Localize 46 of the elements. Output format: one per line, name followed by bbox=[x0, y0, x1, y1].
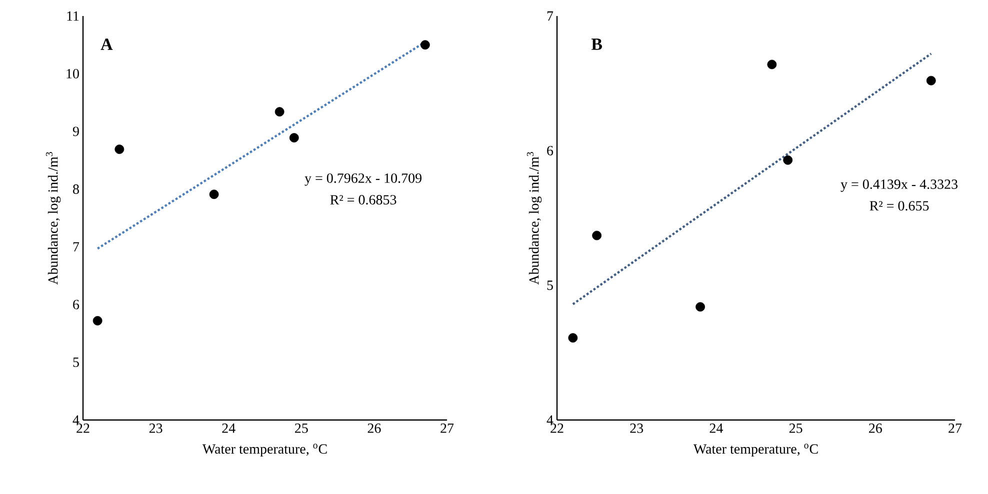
point bbox=[114, 144, 124, 154]
x-tick-label: 25 bbox=[295, 424, 308, 433]
x-tick-label: 26 bbox=[869, 424, 882, 433]
x-tick-label: 27 bbox=[948, 424, 962, 433]
x-axis-title: Water temperature, $^{o}$C bbox=[202, 444, 327, 457]
x-tick-label: 22 bbox=[550, 424, 564, 433]
point bbox=[420, 40, 430, 50]
x-tick-label: 26 bbox=[368, 424, 381, 433]
annotation: R² = 0.655 bbox=[870, 201, 929, 211]
y-tick-label: 5 bbox=[547, 280, 553, 290]
y-tick-label: 8 bbox=[73, 184, 79, 194]
text: A bbox=[100, 38, 113, 50]
x-axis-title: Water temperature, $^{o}$C bbox=[693, 444, 818, 457]
y-tick-label: 5 bbox=[73, 358, 79, 367]
y-tick-label: 11 bbox=[67, 11, 79, 21]
y-tick-label: 10 bbox=[66, 68, 79, 78]
x-tick-label: 27 bbox=[440, 424, 454, 433]
y-tick-label: 4 bbox=[546, 415, 554, 425]
point bbox=[767, 60, 777, 70]
annotation: R² = 0.6853 bbox=[330, 195, 396, 205]
point bbox=[289, 133, 299, 142]
x-tick-label: 25 bbox=[789, 424, 802, 433]
y-axis-title: Abundance, log ind./m$^{3}$ bbox=[526, 152, 542, 285]
point bbox=[783, 155, 793, 165]
y-axis-title: Abundance, log ind./m$^{3}$ bbox=[46, 152, 61, 285]
x-tick-label: 23 bbox=[630, 424, 644, 433]
x-tick-label: 24 bbox=[222, 424, 236, 433]
point bbox=[926, 76, 936, 86]
point bbox=[209, 190, 219, 200]
annotation: y = 0.4139x - 4.3323 bbox=[840, 179, 958, 192]
point bbox=[568, 333, 578, 343]
point bbox=[696, 302, 705, 312]
y-tick-label: 7 bbox=[73, 242, 80, 252]
point bbox=[274, 107, 284, 116]
x-tick-label: 22 bbox=[76, 424, 90, 433]
y-tick-label: 7 bbox=[547, 11, 554, 21]
y-tick-label: 4 bbox=[72, 415, 80, 425]
x-tick-label: 23 bbox=[149, 424, 162, 433]
point bbox=[592, 230, 602, 240]
text: B bbox=[591, 38, 602, 50]
y-tick-label: 6 bbox=[73, 300, 80, 310]
x-tick-label: 24 bbox=[710, 424, 723, 433]
point bbox=[92, 316, 102, 326]
annotation: y = 0.7962x - 10.709 bbox=[304, 173, 422, 186]
y-tick-label: 9 bbox=[72, 126, 79, 136]
y-tick-label: 6 bbox=[547, 146, 554, 156]
